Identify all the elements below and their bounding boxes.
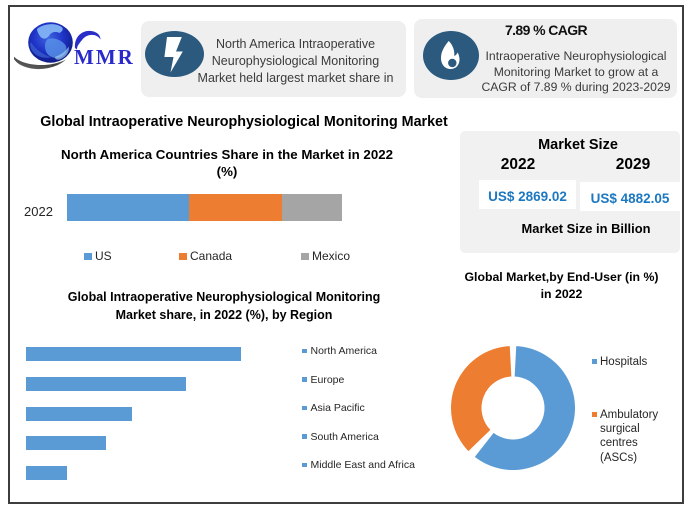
svg-text:MMR: MMR <box>74 45 135 69</box>
